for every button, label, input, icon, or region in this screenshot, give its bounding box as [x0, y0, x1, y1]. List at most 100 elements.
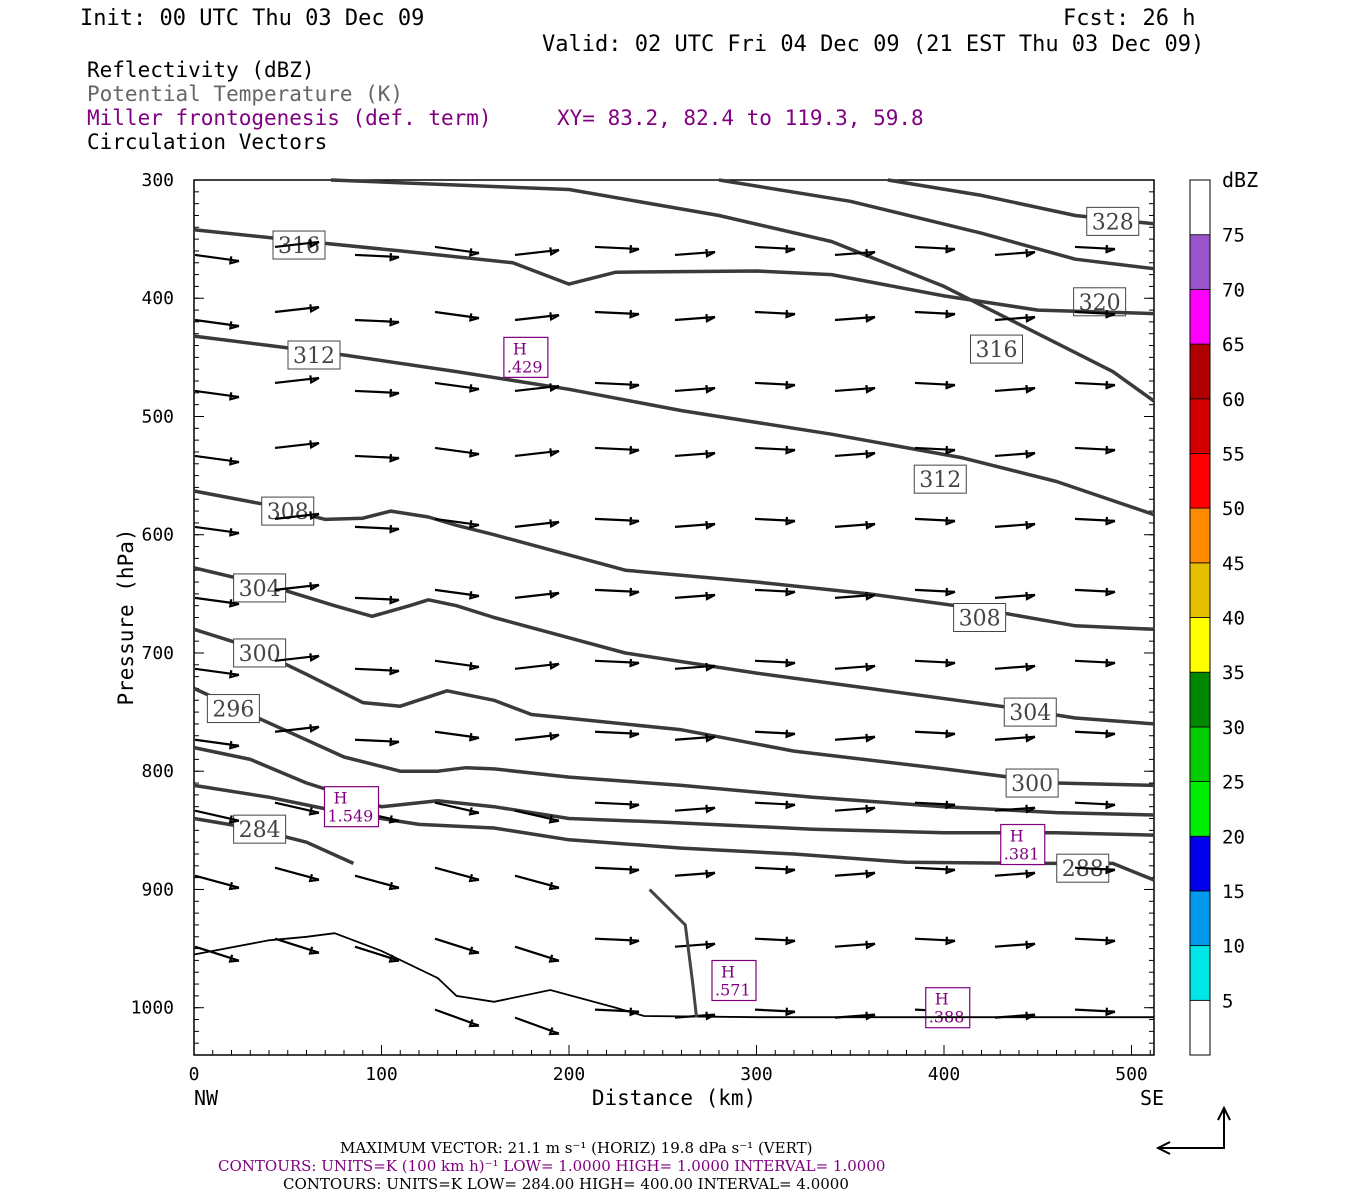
y-axis-title: Pressure (hPa)	[114, 528, 138, 705]
circulation-vector-head	[865, 733, 876, 743]
y-tick-label: 600	[141, 525, 174, 546]
circulation-vector-head	[1025, 804, 1036, 814]
circulation-vector	[434, 730, 480, 739]
circulation-vector-head	[388, 815, 400, 824]
circulation-vector	[834, 664, 876, 670]
circulation-vector	[674, 386, 716, 393]
theta-label-box	[1005, 768, 1059, 798]
circulation-vector	[1074, 1008, 1116, 1013]
circulation-vector-head	[308, 873, 320, 883]
colorbar-level-label: 25	[1222, 772, 1245, 794]
circulation-vector-head	[1105, 445, 1116, 455]
circulation-vector-head	[705, 450, 716, 459]
circulation-vector	[914, 446, 956, 452]
legend-xy: XY= 83.2, 82.4 to 119.3, 59.8	[557, 106, 924, 130]
circulation-vector	[274, 866, 320, 881]
circulation-vector-head	[468, 946, 480, 955]
circulation-vector-head	[1025, 662, 1036, 672]
circulation-vector-head	[785, 380, 796, 390]
circulation-vector-head	[865, 1011, 876, 1021]
circulation-vector	[1074, 446, 1116, 452]
circulation-vector-head	[865, 314, 876, 323]
circulation-vector	[914, 937, 956, 942]
circulation-vector-head	[308, 807, 320, 816]
frontogenesis-max-letter: H	[1010, 827, 1024, 846]
colorbar-segment	[1189, 179, 1211, 236]
terrain-line	[193, 932, 1154, 1019]
y-tick-label: 900	[141, 879, 174, 900]
theta-contour-line	[330, 178, 1156, 403]
circulation-vector-head	[1105, 936, 1116, 946]
circulation-vector-head	[945, 587, 956, 597]
circulation-vector	[194, 454, 240, 464]
colorbar-segment	[1189, 835, 1211, 892]
y-tick-label: 300	[141, 170, 174, 191]
circulation-vector	[354, 738, 400, 743]
circulation-vector-head	[1025, 314, 1036, 323]
circulation-vector-head	[389, 388, 400, 398]
theta-contour-label: 312	[919, 468, 961, 493]
circulation-vector-head	[629, 380, 640, 390]
circulation-vector-head	[549, 312, 560, 322]
circulation-vector-head	[468, 1019, 480, 1028]
circulation-vector	[754, 446, 796, 452]
circulation-vector-head	[629, 446, 640, 455]
circulation-vector	[594, 517, 640, 523]
circulation-vector-head	[705, 591, 716, 601]
theta-contour-label: 300	[1011, 772, 1053, 797]
circulation-vector-head	[1105, 516, 1116, 526]
frontogenesis-max-letter: H	[513, 339, 527, 358]
y-tick-label: 400	[141, 288, 174, 309]
colorbar-segment	[1189, 562, 1211, 618]
circulation-vector-head	[468, 807, 480, 816]
colorbar-level-label: 70	[1222, 279, 1245, 301]
forecast-hour: Fcst: 26 h	[1063, 6, 1195, 31]
circulation-vector-head	[228, 321, 240, 330]
colorbar-level-label: 15	[1222, 881, 1245, 903]
circulation-vector	[194, 738, 240, 747]
circulation-vector-head	[1105, 380, 1116, 390]
circulation-vector	[194, 318, 240, 328]
circulation-vector	[674, 664, 716, 670]
circulation-vector	[754, 866, 796, 871]
theta-contour-label: 284	[239, 818, 281, 843]
circulation-vector	[754, 730, 796, 735]
circulation-vector-head	[549, 732, 560, 741]
circulation-vector-head	[865, 248, 876, 258]
colorbar-segment	[1189, 234, 1211, 290]
circulation-vector-head	[785, 244, 796, 254]
colorbar-segment	[1189, 507, 1211, 564]
circulation-vector-head	[945, 658, 956, 668]
circulation-vector	[194, 874, 240, 889]
colorbar-segment	[1189, 945, 1211, 1001]
colorbar-level-label: 45	[1222, 553, 1245, 575]
circulation-vector	[914, 659, 956, 664]
circulation-vector	[594, 730, 640, 735]
circulation-vector-head	[228, 528, 240, 537]
circulation-vector-head	[785, 865, 796, 875]
frontogenesis-max-letter: H	[721, 963, 735, 982]
circulation-vector	[1074, 381, 1116, 387]
circulation-vector	[994, 871, 1036, 877]
colorbar-segment	[1189, 890, 1211, 947]
footer-max-vector: MAXIMUM VECTOR: 21.1 m s⁻¹ (HORIZ) 19.8 …	[340, 1139, 812, 1157]
circulation-vector-head	[785, 658, 796, 668]
circulation-vector	[514, 874, 560, 889]
colorbar-segment	[1189, 288, 1211, 345]
theta-label-box	[953, 603, 1007, 632]
circulation-vector	[594, 937, 640, 942]
circulation-vector	[1074, 866, 1116, 871]
frontogenesis-max-box	[925, 987, 971, 1029]
theta-contour-label: 300	[239, 642, 281, 667]
x-tick-label: 200	[553, 1064, 586, 1085]
circulation-vector-head	[309, 375, 320, 385]
circulation-vector-head	[945, 729, 956, 739]
circulation-vector-head	[468, 384, 480, 393]
circulation-vector-head	[549, 383, 560, 393]
colorbar-level-label: 60	[1222, 389, 1245, 411]
circulation-vector-head	[389, 454, 400, 463]
colorbar-segment	[1189, 726, 1211, 782]
theta-contour-line	[193, 627, 1155, 788]
circulation-vector	[594, 245, 640, 251]
circulation-vector-head	[629, 936, 640, 946]
